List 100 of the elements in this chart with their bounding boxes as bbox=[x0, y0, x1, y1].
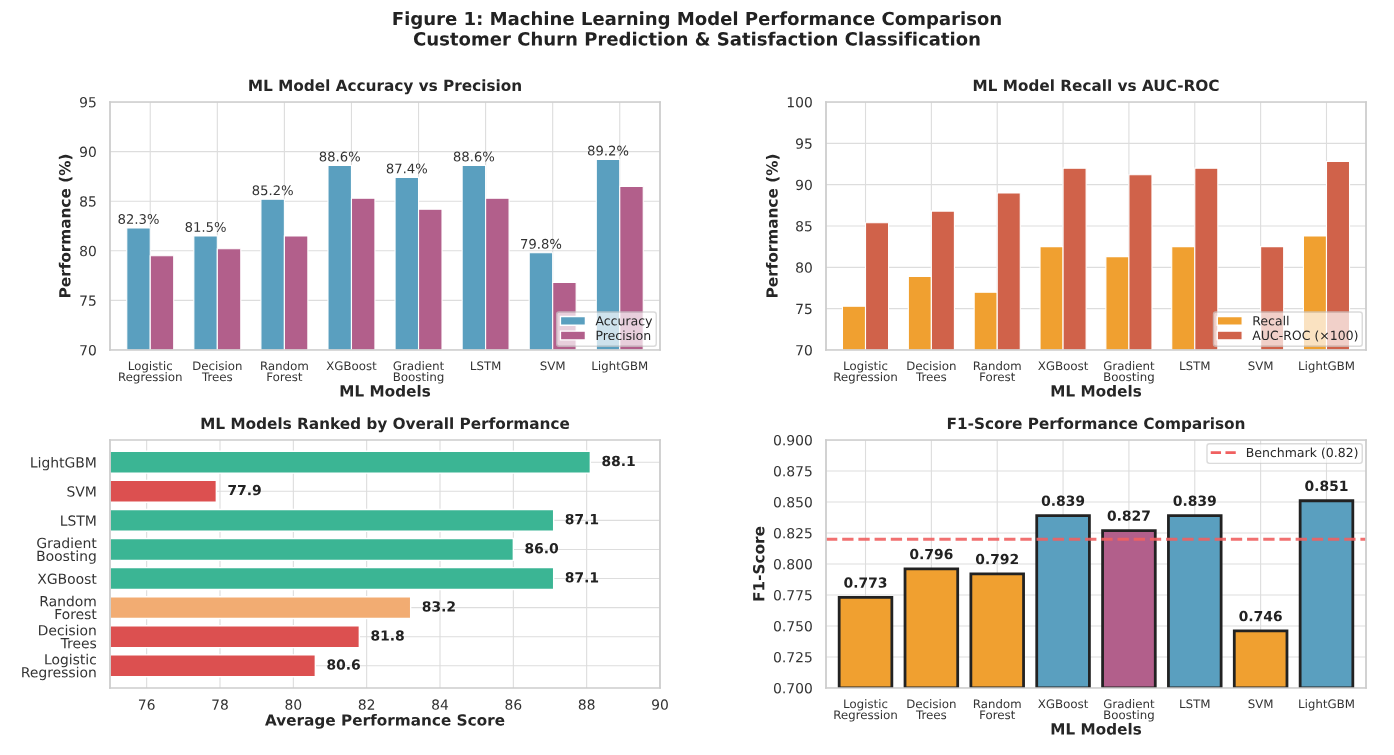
y-tick-label: 80 bbox=[80, 245, 96, 257]
legend-label: Benchmark (0.82) bbox=[1246, 447, 1358, 459]
data-label: 0.792 bbox=[975, 553, 1018, 565]
x-tick-label: SVM bbox=[1248, 361, 1273, 371]
x-tick-label: Logistic Regression bbox=[119, 361, 182, 384]
x-tick-label: Random Forest bbox=[973, 699, 1021, 720]
data-label: 88.6% bbox=[453, 151, 495, 162]
x-tick-label: XGBoost bbox=[1038, 699, 1089, 709]
x-tick-label: 90 bbox=[652, 699, 668, 710]
data-label: 79.8% bbox=[521, 238, 562, 249]
y-tick-label: LSTM bbox=[61, 515, 96, 526]
y-tick-label: 0.775 bbox=[773, 589, 812, 601]
data-label: 0.827 bbox=[1107, 510, 1150, 521]
y-tick-label: 75 bbox=[796, 303, 812, 315]
x-axis-title: ML Models bbox=[340, 384, 431, 397]
y-tick-label: 0.800 bbox=[773, 558, 812, 570]
data-label: 81.5% bbox=[185, 221, 226, 232]
x-axis-title: ML Models bbox=[1051, 722, 1142, 735]
data-label: 0.773 bbox=[844, 577, 887, 588]
y-tick-label: 85 bbox=[80, 196, 96, 207]
legend-label: AUC-ROC (×100) bbox=[1252, 330, 1358, 342]
x-tick-label: 78 bbox=[212, 699, 228, 710]
y-tick-label: Logistic Regression bbox=[22, 653, 96, 681]
caption: Figure 1: Machine Learning Model Performance Comparison Customer Churn Prediction & Satisfaction Classification bbox=[393, 11, 1001, 46]
y-axis-title: Performance (%) bbox=[58, 154, 73, 298]
chart-title: F1-Score Performance Comparison bbox=[947, 417, 1245, 433]
y-tick-label: 95 bbox=[80, 96, 96, 108]
y-tick-label: 70 bbox=[796, 344, 812, 356]
y-tick-label: 0.900 bbox=[773, 434, 812, 446]
x-tick-label: Gradient Boosting bbox=[1103, 361, 1155, 384]
data-label: 0.839 bbox=[1041, 495, 1085, 506]
y-tick-label: XGBoost bbox=[37, 573, 97, 585]
x-tick-label: 82 bbox=[358, 699, 375, 710]
chart-title: ML Model Accuracy vs Precision bbox=[249, 79, 521, 95]
x-axis-title: ML Models bbox=[1051, 384, 1142, 397]
x-tick-label: SVM bbox=[1248, 699, 1273, 709]
y-axis-title: Performance (%) bbox=[765, 154, 780, 298]
x-tick-label: LightGBM bbox=[1299, 699, 1354, 711]
data-label: 0.746 bbox=[1239, 610, 1282, 622]
x-tick-label: Decision Trees bbox=[193, 361, 242, 382]
x-tick-label: Decision Trees bbox=[907, 361, 956, 382]
legend-label: Recall bbox=[1253, 315, 1289, 326]
x-tick-label: Gradient Boosting bbox=[393, 361, 444, 384]
y-tick-label: 70 bbox=[80, 344, 96, 356]
data-label: 80.6 bbox=[327, 659, 360, 670]
x-tick-label: XGBoost bbox=[1038, 361, 1089, 371]
x-tick-label: LSTM bbox=[471, 361, 501, 371]
y-tick-label: Gradient Boosting bbox=[37, 537, 97, 564]
x-tick-label: Random Forest bbox=[261, 361, 308, 382]
data-label: 0.851 bbox=[1305, 480, 1348, 492]
y-tick-label: 75 bbox=[80, 295, 96, 306]
data-label: 77.9 bbox=[228, 484, 261, 496]
data-label: 88.1 bbox=[602, 455, 635, 467]
y-tick-label: 80 bbox=[796, 262, 812, 273]
y-tick-label: 0.700 bbox=[773, 682, 812, 694]
x-tick-label: 84 bbox=[432, 699, 449, 710]
x-tick-label: XGBoost bbox=[326, 361, 377, 371]
y-tick-label: 85 bbox=[796, 220, 812, 232]
y-tick-label: Decision Trees bbox=[39, 624, 97, 649]
y-tick-label: 95 bbox=[796, 138, 812, 149]
x-axis-title: Average Performance Score bbox=[265, 713, 505, 729]
data-label: 83.2 bbox=[422, 601, 455, 612]
x-tick-label: LightGBM bbox=[1299, 361, 1354, 373]
x-tick-label: LSTM bbox=[1180, 361, 1210, 371]
y-tick-label: 100 bbox=[787, 96, 812, 108]
data-label: 86.0 bbox=[525, 542, 559, 554]
data-label: 87.1 bbox=[565, 513, 599, 525]
y-tick-label: 0.850 bbox=[773, 496, 812, 508]
data-label: 87.4% bbox=[386, 163, 428, 174]
data-label: 87.1 bbox=[565, 572, 599, 583]
y-tick-label: LightGBM bbox=[31, 456, 96, 471]
y-tick-label: 90 bbox=[796, 179, 812, 191]
legend-label: Precision bbox=[596, 330, 651, 341]
y-tick-label: Random Forest bbox=[40, 595, 97, 620]
data-label: 81.8 bbox=[371, 630, 404, 641]
x-tick-label: 86 bbox=[505, 699, 522, 710]
x-tick-label: SVM bbox=[540, 361, 565, 371]
data-label: 0.796 bbox=[910, 548, 953, 560]
data-label: 85.2% bbox=[252, 185, 293, 196]
x-tick-label: Decision Trees bbox=[907, 699, 956, 720]
y-tick-label: 0.825 bbox=[773, 527, 812, 539]
legend-label: Accuracy bbox=[595, 316, 653, 328]
x-tick-label: Random Forest bbox=[973, 361, 1021, 382]
y-tick-label: 0.875 bbox=[773, 465, 812, 477]
data-label: 82.3% bbox=[118, 214, 159, 225]
y-tick-label: 0.725 bbox=[773, 651, 812, 663]
x-tick-label: 80 bbox=[285, 699, 302, 710]
chart-title: ML Model Recall vs AUC-ROC bbox=[973, 79, 1219, 92]
x-tick-label: 76 bbox=[138, 699, 155, 710]
y-tick-label: SVM bbox=[67, 486, 96, 497]
chart-title: ML Models Ranked by Overall Performance bbox=[201, 417, 570, 433]
y-axis-title: F1-Score bbox=[752, 526, 765, 601]
x-tick-label: Logistic Regression bbox=[834, 699, 897, 722]
y-tick-label: 0.750 bbox=[773, 620, 812, 632]
x-tick-label: LSTM bbox=[1180, 699, 1210, 709]
data-label: 89.2% bbox=[587, 145, 629, 156]
x-tick-label: Gradient Boosting bbox=[1103, 699, 1155, 722]
x-tick-label: LightGBM bbox=[592, 361, 648, 373]
x-tick-label: 88 bbox=[578, 699, 595, 710]
x-tick-label: Logistic Regression bbox=[834, 361, 897, 384]
